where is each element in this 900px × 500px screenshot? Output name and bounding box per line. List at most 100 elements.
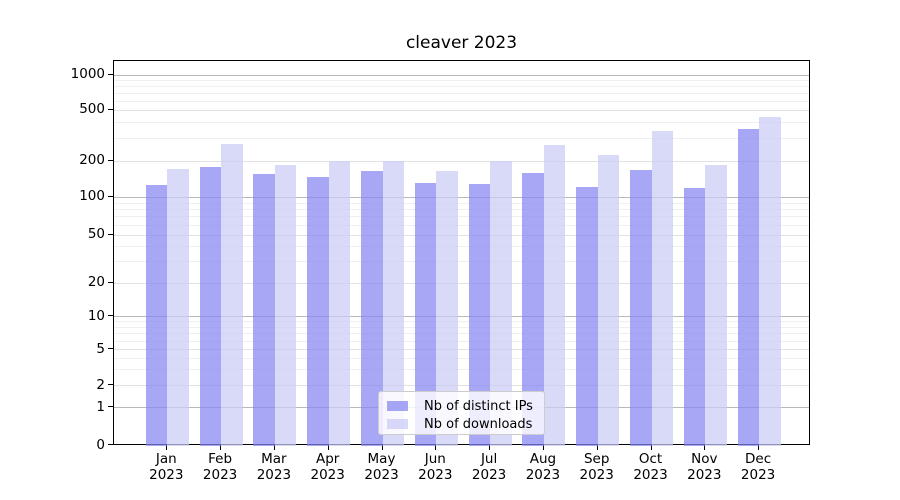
x-tick-mark xyxy=(381,445,383,450)
x-tick-label-nov: Nov 2023 xyxy=(674,451,734,483)
y-tick-mark xyxy=(108,233,113,235)
y-tick-mark xyxy=(108,108,113,110)
minor-gridline xyxy=(114,85,809,87)
x-tick-month: Aug xyxy=(529,451,557,467)
x-tick-year: 2023 xyxy=(687,466,722,483)
x-tick-mark xyxy=(542,445,544,450)
x-tick-mark xyxy=(489,445,491,450)
x-tick-month: Oct xyxy=(638,451,663,467)
minor-gridline xyxy=(114,357,809,359)
bar-jun-distinct-ips xyxy=(414,183,437,446)
bar-may-distinct-ips xyxy=(361,170,383,446)
legend-row-downloads: Nb of downloads xyxy=(379,415,544,433)
y-tick-label-5: 5 xyxy=(96,340,105,357)
labeled-minor-gridline xyxy=(114,349,809,351)
y-tick-mark xyxy=(108,348,113,350)
y-tick-label-2: 2 xyxy=(96,376,105,393)
labeled-minor-gridline xyxy=(114,385,809,387)
x-tick-year: 2023 xyxy=(471,466,507,483)
major-gridline xyxy=(114,74,809,76)
x-tick-year: 2023 xyxy=(149,466,184,483)
x-tick-label-apr: Apr 2023 xyxy=(298,451,358,483)
legend-label-distinct-ips: Nb of distinct IPs xyxy=(424,398,533,414)
x-tick-month: Feb xyxy=(208,451,233,467)
x-tick-year: 2023 xyxy=(579,466,614,483)
minor-gridline xyxy=(114,326,809,328)
y-tick-label-1: 1 xyxy=(96,398,105,415)
x-tick-mark xyxy=(327,445,329,450)
labeled-minor-gridline xyxy=(114,160,809,162)
bar-feb-distinct-ips xyxy=(199,167,222,446)
x-tick-month: Dec xyxy=(745,451,772,467)
bar-nov-downloads xyxy=(705,165,727,446)
minor-gridline xyxy=(114,122,809,124)
y-tick-label-200: 200 xyxy=(79,152,105,169)
bar-jan-distinct-ips xyxy=(145,185,168,446)
x-tick-year: 2023 xyxy=(740,466,776,483)
y-tick-label-0: 0 xyxy=(96,436,105,453)
x-tick-year: 2023 xyxy=(256,466,292,483)
bar-oct-distinct-ips xyxy=(630,170,652,446)
y-tick-label-50: 50 xyxy=(87,226,105,242)
labeled-minor-gridline xyxy=(114,109,809,111)
bar-jul-downloads xyxy=(490,161,512,446)
x-tick-year: 2023 xyxy=(525,466,561,483)
x-tick-year: 2023 xyxy=(418,466,453,483)
x-tick-month: Jun xyxy=(424,451,446,467)
y-tick-mark xyxy=(108,444,113,446)
legend-row-distinct-ips: Nb of distinct IPs xyxy=(379,397,544,415)
x-tick-label-aug: Aug 2023 xyxy=(513,451,573,483)
bar-dec-downloads xyxy=(759,117,781,446)
y-tick-label-500: 500 xyxy=(79,101,105,118)
x-tick-month: Apr xyxy=(316,451,340,467)
minor-gridline xyxy=(114,340,809,342)
y-tick-mark xyxy=(108,315,113,317)
x-tick-mark xyxy=(220,445,222,450)
x-tick-month: Sep xyxy=(583,451,610,467)
y-tick-mark xyxy=(108,281,113,283)
bar-sep-distinct-ips xyxy=(576,186,598,446)
legend-label-downloads: Nb of downloads xyxy=(424,416,533,432)
bar-aug-distinct-ips xyxy=(522,172,544,446)
y-tick-label-10: 10 xyxy=(87,307,105,324)
minor-gridline xyxy=(114,208,809,210)
bar-apr-distinct-ips xyxy=(307,176,329,446)
y-tick-mark xyxy=(108,73,113,75)
bar-mar-distinct-ips xyxy=(253,174,275,446)
bar-oct-downloads xyxy=(651,130,673,446)
y-tick-mark xyxy=(108,406,113,408)
x-tick-label-jun: Jun 2023 xyxy=(405,451,465,483)
x-tick-month: Nov xyxy=(691,451,718,467)
x-tick-month: Jul xyxy=(480,451,498,467)
x-tick-mark xyxy=(704,445,706,450)
bar-jul-distinct-ips xyxy=(468,184,491,446)
legend-swatch-downloads xyxy=(387,419,408,429)
x-tick-label-feb: Feb 2023 xyxy=(190,451,250,483)
major-gridline xyxy=(114,196,809,198)
minor-gridline xyxy=(114,100,809,102)
bar-jan-downloads xyxy=(167,168,189,446)
x-tick-label-sep: Sep 2023 xyxy=(567,451,627,483)
x-tick-month: May xyxy=(367,451,396,467)
minor-gridline xyxy=(114,333,809,335)
bar-aug-downloads xyxy=(543,144,566,446)
minor-gridline xyxy=(114,261,809,263)
x-tick-year: 2023 xyxy=(310,466,345,483)
y-tick-label-20: 20 xyxy=(87,274,105,291)
plot-area xyxy=(113,60,810,446)
x-tick-label-may: May 2023 xyxy=(352,451,412,483)
minor-gridline xyxy=(114,79,809,81)
bar-apr-downloads xyxy=(328,161,351,446)
x-tick-mark xyxy=(758,445,760,450)
minor-gridline xyxy=(114,246,809,248)
x-tick-year: 2023 xyxy=(364,466,399,483)
major-gridline xyxy=(114,316,809,318)
legend-swatch-distinct-ips xyxy=(387,401,408,411)
y-tick-mark xyxy=(108,159,113,161)
minor-gridline xyxy=(114,216,809,218)
x-tick-label-jan: Jan 2023 xyxy=(136,451,196,483)
x-tick-label-oct: Oct 2023 xyxy=(621,451,681,483)
bar-feb-downloads xyxy=(221,143,243,446)
bar-mar-downloads xyxy=(274,164,297,446)
